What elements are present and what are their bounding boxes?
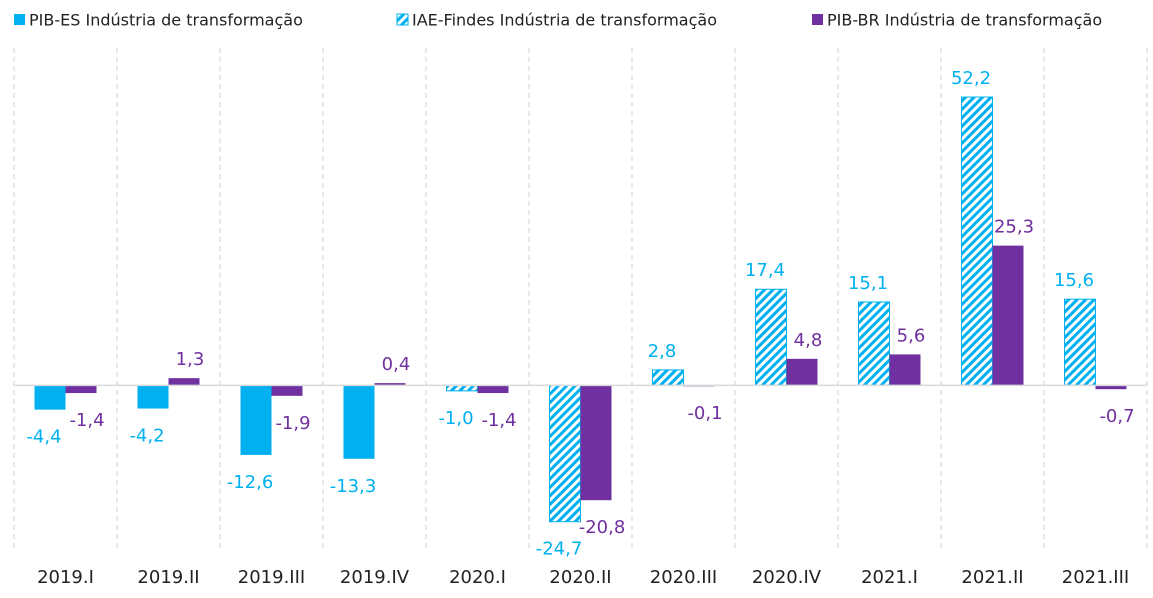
data-label: -24,7 xyxy=(536,539,583,560)
x-tick-label: 2020.I xyxy=(449,567,506,588)
data-label: 25,3 xyxy=(994,217,1034,238)
bar xyxy=(1064,298,1096,386)
legend-label: IAE-Findes Indústria de transformação xyxy=(412,11,717,30)
data-label: -1,4 xyxy=(481,410,516,431)
data-label: -0,1 xyxy=(687,403,722,424)
legend-swatch xyxy=(396,13,409,26)
x-tick-label: 2019.III xyxy=(238,567,305,588)
data-label: -12,6 xyxy=(227,472,274,493)
bar xyxy=(65,385,97,394)
x-tick-label: 2020.III xyxy=(650,567,717,588)
data-label: -0,7 xyxy=(1099,406,1134,427)
bar xyxy=(137,385,169,409)
data-label: -1,4 xyxy=(69,410,104,431)
bar xyxy=(786,358,818,386)
data-label: -20,8 xyxy=(579,517,626,538)
x-tick-label: 2019.I xyxy=(37,567,94,588)
data-label: -13,3 xyxy=(330,476,377,497)
legend-swatch xyxy=(14,14,25,25)
x-tick-label: 2019.II xyxy=(137,567,199,588)
bar xyxy=(374,383,406,386)
legend-label: PIB-ES Indústria de transformação xyxy=(29,11,303,30)
bar xyxy=(992,245,1024,386)
bar xyxy=(168,378,200,386)
bar xyxy=(858,301,890,386)
bar xyxy=(652,369,684,386)
legend-swatch xyxy=(812,14,823,25)
data-label: 0,4 xyxy=(382,354,411,375)
bar xyxy=(755,288,787,386)
bar xyxy=(580,385,612,501)
data-label: 1,3 xyxy=(176,349,205,370)
data-label: 5,6 xyxy=(897,325,926,346)
bar xyxy=(961,96,993,386)
bar xyxy=(343,385,375,459)
bar xyxy=(1095,385,1127,390)
x-tick-label: 2021.I xyxy=(861,567,918,588)
bar xyxy=(240,385,272,455)
x-tick-label: 2020.IV xyxy=(752,567,822,588)
data-label: 17,4 xyxy=(745,260,785,281)
x-tick-label: 2020.II xyxy=(549,567,611,588)
bar xyxy=(34,385,66,410)
bar xyxy=(477,385,509,394)
legend-label: PIB-BR Indústria de transformação xyxy=(827,11,1102,30)
data-label: 15,1 xyxy=(848,273,888,294)
data-label: -1,9 xyxy=(275,413,310,434)
bar xyxy=(549,384,581,523)
data-label: 52,2 xyxy=(951,68,991,89)
data-label: 2,8 xyxy=(648,341,677,362)
bar xyxy=(889,354,921,386)
x-tick-label: 2021.III xyxy=(1062,567,1129,588)
bar xyxy=(271,385,303,396)
data-label: -4,4 xyxy=(26,427,61,448)
x-tick-label: 2019.IV xyxy=(340,567,410,588)
data-label: 15,6 xyxy=(1054,270,1094,291)
data-label: 4,8 xyxy=(794,330,823,351)
data-label: -4,2 xyxy=(129,426,164,447)
x-tick-label: 2021.II xyxy=(961,567,1023,588)
data-label: -1,0 xyxy=(438,408,473,429)
bar xyxy=(446,384,478,392)
